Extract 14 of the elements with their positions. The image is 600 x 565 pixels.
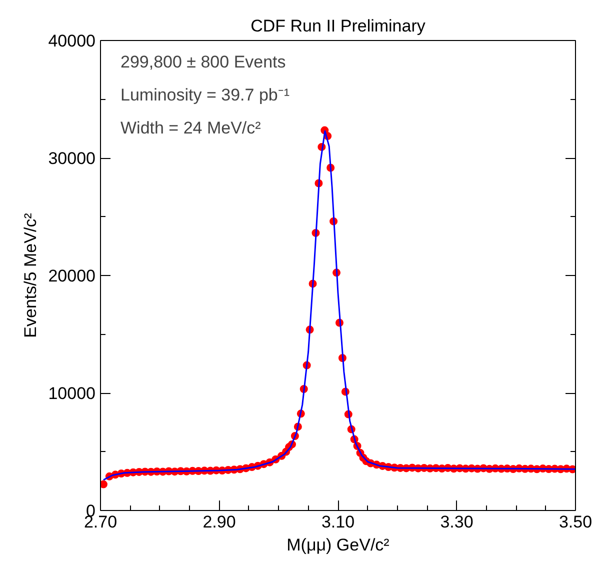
chart-title: CDF Run II Preliminary xyxy=(250,16,426,36)
y-axis-title: Events/5 MeV/c² xyxy=(21,212,40,338)
annotation: Width = 24 MeV/c² xyxy=(120,118,262,138)
x-tick-label: 3.50 xyxy=(558,512,592,532)
y-tick-label: 30000 xyxy=(48,149,96,168)
y-tick-label: 40000 xyxy=(48,32,96,50)
x-tick-label: 3.10 xyxy=(321,512,355,532)
y-tick-label: 20000 xyxy=(48,266,96,286)
x-tick-label: 2.90 xyxy=(202,512,236,532)
annotation: 299,800 ± 800 Events xyxy=(120,52,286,72)
x-axis-title: M(μμ) GeV/c² xyxy=(286,536,390,554)
annotation: Luminosity = 39.7 pb⁻¹ xyxy=(120,86,290,104)
x-tick-label: 3.30 xyxy=(440,512,474,532)
y-tick-label: 10000 xyxy=(48,384,96,403)
